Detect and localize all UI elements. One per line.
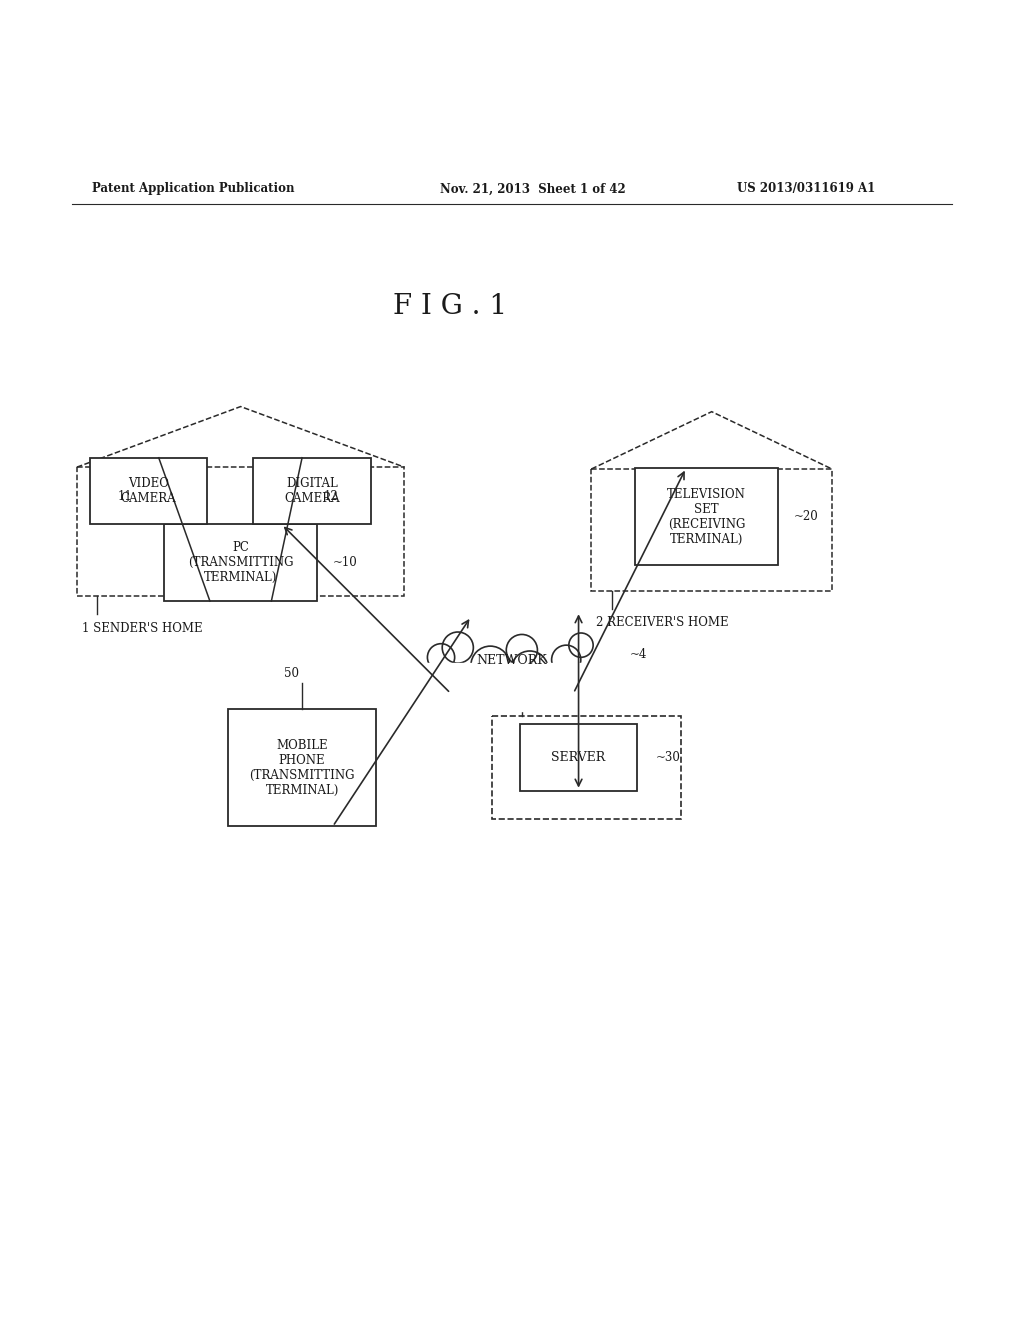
Text: SERVER: SERVER <box>552 751 605 764</box>
Circle shape <box>569 634 593 657</box>
Text: ~10: ~10 <box>333 556 357 569</box>
Bar <box>492 717 681 818</box>
Text: US 2013/0311619 A1: US 2013/0311619 A1 <box>737 182 876 195</box>
Text: 2 RECEIVER'S HOME: 2 RECEIVER'S HOME <box>596 616 729 630</box>
Bar <box>635 469 778 565</box>
Bar <box>77 467 404 597</box>
Circle shape <box>552 645 581 675</box>
Bar <box>254 458 371 524</box>
Bar <box>519 723 637 791</box>
Bar <box>419 663 605 711</box>
Circle shape <box>506 635 538 665</box>
Text: ~30: ~30 <box>655 751 680 764</box>
Text: PC
(TRANSMITTING
TERMINAL): PC (TRANSMITTING TERMINAL) <box>187 541 294 585</box>
Text: F I G . 1: F I G . 1 <box>393 293 508 321</box>
Circle shape <box>442 632 473 663</box>
Text: Nov. 21, 2013  Sheet 1 of 42: Nov. 21, 2013 Sheet 1 of 42 <box>440 182 626 195</box>
Text: ~20: ~20 <box>794 510 818 523</box>
Text: 3 CENTER: 3 CENTER <box>497 681 561 694</box>
Text: 11: 11 <box>118 490 132 503</box>
Text: 12: 12 <box>324 490 338 503</box>
Text: 50: 50 <box>285 667 299 680</box>
Text: TELEVISION
SET
(RECEIVING
TERMINAL): TELEVISION SET (RECEIVING TERMINAL) <box>667 487 746 545</box>
Text: Patent Application Publication: Patent Application Publication <box>92 182 295 195</box>
Circle shape <box>471 645 510 685</box>
Bar <box>90 458 207 524</box>
Circle shape <box>511 651 548 688</box>
Text: VIDEO
CAMERA: VIDEO CAMERA <box>121 477 176 506</box>
Text: 1 SENDER'S HOME: 1 SENDER'S HOME <box>82 622 203 635</box>
Bar <box>591 469 831 591</box>
Text: DIGITAL
CAMERA: DIGITAL CAMERA <box>285 477 340 506</box>
Text: NETWORK: NETWORK <box>476 653 548 667</box>
Text: MOBILE
PHONE
(TRANSMITTING
TERMINAL): MOBILE PHONE (TRANSMITTING TERMINAL) <box>249 738 355 796</box>
Bar <box>227 709 376 826</box>
Circle shape <box>427 644 455 671</box>
Text: ~4: ~4 <box>630 648 647 661</box>
Bar <box>164 524 317 601</box>
